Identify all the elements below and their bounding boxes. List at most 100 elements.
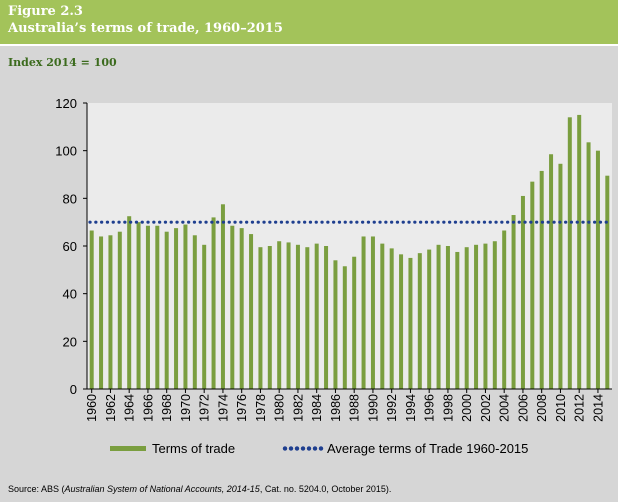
x-tick-label-1984: 1984 — [310, 394, 324, 422]
x-tick-label-1976: 1976 — [235, 394, 249, 422]
bar-2011 — [567, 117, 572, 390]
figure-label: Figure 2.3 — [8, 4, 83, 19]
bar-2009 — [549, 154, 554, 389]
bar-2008 — [539, 170, 544, 389]
legend-item-average: Average terms of Trade 1960-2015 — [282, 441, 528, 456]
x-tick-label-1978: 1978 — [254, 394, 268, 422]
x-tick-label-1964: 1964 — [123, 394, 137, 422]
bar-2001 — [474, 244, 479, 389]
x-tick-label-2012: 2012 — [573, 394, 587, 422]
x-tick-label-1960: 1960 — [85, 394, 99, 422]
bar-1987 — [342, 266, 347, 389]
bar-2014 — [595, 150, 600, 389]
x-tick-label-2006: 2006 — [516, 394, 530, 422]
source-suffix: , Cat. no. 5204.0, October 2015). — [259, 484, 392, 494]
x-tick-label-1994: 1994 — [404, 394, 418, 422]
y-tick-label-80: 80 — [63, 191, 77, 206]
x-tick-label-1968: 1968 — [160, 394, 174, 422]
bar-1990 — [370, 236, 375, 389]
bar-2002 — [483, 243, 488, 389]
terms-of-trade-chart: 0 20 40 60 80 100 120 1960 1962 1964 1966 1968 1970… — [55, 96, 612, 422]
bar-1982 — [295, 244, 300, 389]
bar-1961 — [99, 236, 104, 389]
x-tick-label-1988: 1988 — [348, 394, 362, 422]
bar-1971 — [192, 235, 197, 389]
x-tick-label-1962: 1962 — [104, 394, 118, 422]
y-tick-label-0: 0 — [70, 382, 77, 397]
y-tick-label-20: 20 — [63, 334, 77, 349]
bar-2006 — [520, 195, 525, 389]
x-tick-label-1982: 1982 — [291, 394, 305, 422]
bar-1978 — [258, 247, 263, 389]
bar-1972 — [202, 244, 207, 389]
x-tick-label-1974: 1974 — [216, 394, 230, 422]
bar-1969 — [174, 228, 179, 390]
bar-1985 — [324, 246, 329, 389]
bar-1966 — [145, 225, 150, 389]
x-tick-label-1992: 1992 — [385, 394, 399, 422]
source-prefix: Source: ABS ( — [8, 484, 65, 494]
bar-2000 — [464, 247, 469, 389]
x-tick-label-1996: 1996 — [423, 394, 437, 422]
bar-1973 — [211, 217, 216, 389]
bar-1963 — [117, 231, 122, 389]
figure-title: Australia’s terms of trade, 1960–2015 — [8, 21, 283, 36]
x-tick-label-1966: 1966 — [141, 394, 155, 422]
x-tick-label-1998: 1998 — [441, 394, 455, 422]
bar-2003 — [492, 241, 497, 389]
bar-2012 — [577, 114, 582, 390]
x-tick-label-1980: 1980 — [273, 394, 287, 422]
bar-1965 — [136, 222, 141, 389]
bar-1976 — [239, 228, 244, 390]
bar-1977 — [249, 234, 254, 389]
chart-subtitle: Index 2014 = 100 — [8, 56, 117, 69]
x-tick-label-1986: 1986 — [329, 394, 343, 422]
figure-header: Figure 2.3 Australia’s terms of trade, 1… — [0, 0, 618, 44]
header-divider — [0, 44, 618, 46]
source-note: Source: ABS (Australian System of Nation… — [8, 484, 391, 494]
x-tick-label-1972: 1972 — [198, 394, 212, 422]
bar-1968 — [164, 231, 169, 389]
y-tick-label-100: 100 — [55, 144, 77, 159]
bar-1993 — [399, 254, 404, 389]
bar-1984 — [314, 243, 319, 389]
bar-1975 — [230, 225, 235, 389]
bar-1979 — [267, 246, 272, 389]
legend-label-terms-of-trade: Terms of trade — [152, 441, 236, 456]
x-tick-label-2002: 2002 — [479, 394, 493, 422]
x-tick-label-1970: 1970 — [179, 394, 193, 422]
x-axis-ticks: 1960 1962 1964 1966 1968 1970 1972 1974 1976 1978… — [85, 389, 605, 422]
bar-1986 — [333, 260, 338, 389]
bar-1997 — [436, 244, 441, 389]
bar-1964 — [127, 216, 132, 389]
bar-1992 — [389, 248, 394, 389]
bar-1980 — [277, 241, 282, 389]
bar-1995 — [417, 253, 422, 389]
bar-2013 — [586, 142, 591, 389]
legend-swatch-dots — [282, 446, 324, 451]
bar-1970 — [183, 224, 188, 389]
bar-1998 — [445, 246, 450, 389]
bar-1974 — [220, 204, 225, 389]
bar-1967 — [155, 225, 160, 389]
legend-item-terms-of-trade: Terms of trade — [110, 441, 235, 456]
bars-layer — [89, 114, 610, 390]
legend-swatch-bar — [110, 446, 146, 451]
bar-1962 — [108, 235, 113, 389]
x-tick-label-2004: 2004 — [498, 394, 512, 422]
x-tick-label-2000: 2000 — [460, 394, 474, 422]
bar-1983 — [305, 247, 310, 389]
legend-label-average: Average terms of Trade 1960-2015 — [327, 441, 529, 456]
bar-2005 — [511, 215, 516, 389]
bar-2015 — [605, 175, 610, 389]
y-axis-ticks: 0 20 40 60 80 100 120 — [55, 96, 87, 397]
y-tick-label-60: 60 — [63, 239, 77, 254]
bar-1989 — [361, 236, 366, 389]
bar-1960 — [89, 230, 94, 389]
bar-2004 — [502, 230, 507, 389]
x-tick-label-2010: 2010 — [554, 394, 568, 422]
y-tick-label-40: 40 — [63, 287, 77, 302]
bar-2010 — [558, 163, 563, 389]
x-tick-label-2008: 2008 — [535, 394, 549, 422]
x-tick-label-2014: 2014 — [591, 394, 605, 422]
